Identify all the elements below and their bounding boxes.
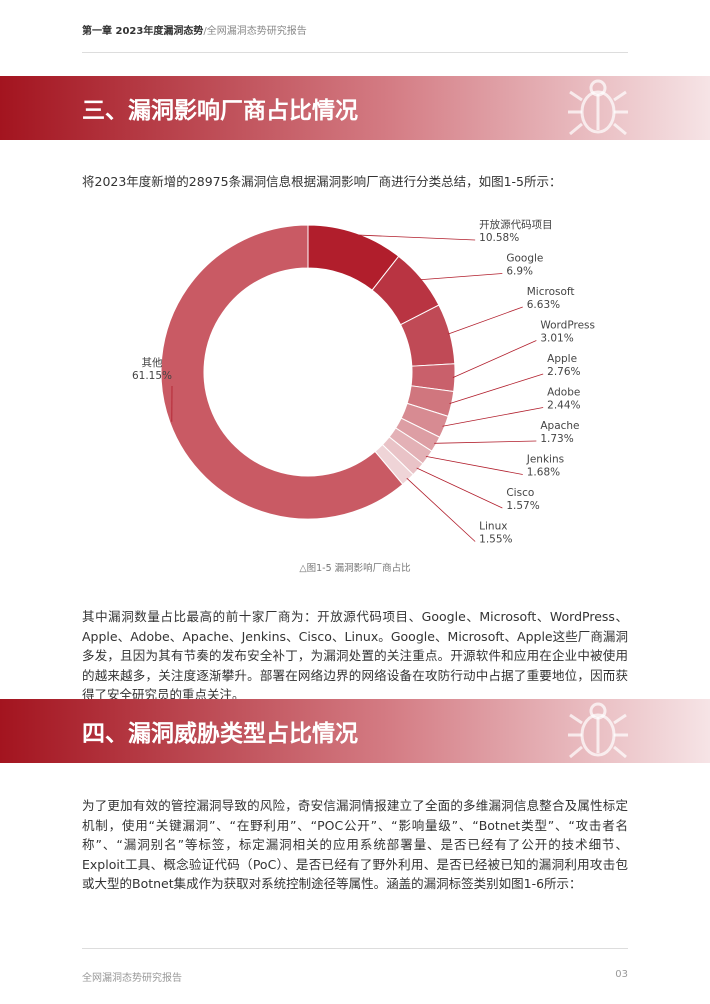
value-label: 1.57% (506, 500, 539, 512)
value-label: 1.55% (479, 534, 512, 546)
category-label: Microsoft (527, 286, 575, 298)
value-label: 3.01% (540, 333, 573, 345)
running-header: 第一章 2023年度漏洞态势/全网漏洞态势研究报告 (82, 22, 307, 37)
leader-line (452, 340, 537, 378)
value-label: 6.63% (527, 299, 560, 311)
leader-line (434, 440, 537, 444)
intro: 将2023年度新增的28975条漏洞信息根据漏洞影响厂商进行分类总结，如图1-5… (82, 174, 562, 189)
caption: △图1-5 漏洞影响厂商占比 (299, 563, 411, 574)
body: 为了更加有效的管控漏洞导致的风险，奇安信漏洞情报建立了全面的多维漏洞信息整合及属… (82, 798, 628, 891)
leader-line (419, 273, 503, 281)
chapter: 第一章 2023年度漏洞态势 (82, 26, 204, 37)
banner (0, 699, 710, 763)
category-label: Jenkins (526, 454, 564, 466)
leader-line (416, 467, 503, 509)
category-label: Apache (540, 420, 579, 432)
bug-icon (568, 79, 628, 136)
category-label: WordPress (540, 320, 595, 332)
value-label: 10.58% (479, 232, 519, 244)
section-title: 三、漏洞影响厂商占比情况 (82, 98, 358, 124)
banner (0, 76, 710, 140)
leader-line (442, 407, 544, 427)
value-label: 1.73% (540, 433, 573, 445)
leader-line (449, 373, 544, 405)
category-label: Apple (547, 353, 577, 365)
report-name: /全网漏洞态势研究报告 (203, 26, 307, 37)
leader-line (406, 477, 476, 542)
category-label: Cisco (506, 487, 534, 499)
page-number: 03 (615, 969, 628, 980)
bug-icon (568, 702, 628, 759)
value-label: 1.68% (527, 467, 560, 479)
category-label: Google (506, 253, 543, 265)
value-label: 2.76% (547, 366, 580, 378)
donut-segment (160, 224, 404, 520)
category-label: Adobe (547, 387, 580, 399)
category-label: 其他 (142, 356, 163, 369)
category-label: Linux (479, 521, 507, 533)
value-label: 6.9% (506, 266, 533, 278)
rule (82, 52, 628, 53)
value-label: 2.44% (547, 400, 580, 412)
leader-line (447, 306, 523, 335)
summary: 其中漏洞数量占比最高的前十家厂商为：开放源代码项目、Google、Microso… (82, 609, 628, 702)
rule (82, 948, 628, 949)
leader-line (425, 456, 523, 475)
category-label: 开放源代码项目 (479, 218, 553, 231)
value-label: 61.15% (132, 370, 172, 382)
footer-text: 全网漏洞态势研究报告 (82, 973, 182, 984)
section-title: 四、漏洞威胁类型占比情况 (82, 721, 358, 747)
leader-line (355, 234, 476, 241)
